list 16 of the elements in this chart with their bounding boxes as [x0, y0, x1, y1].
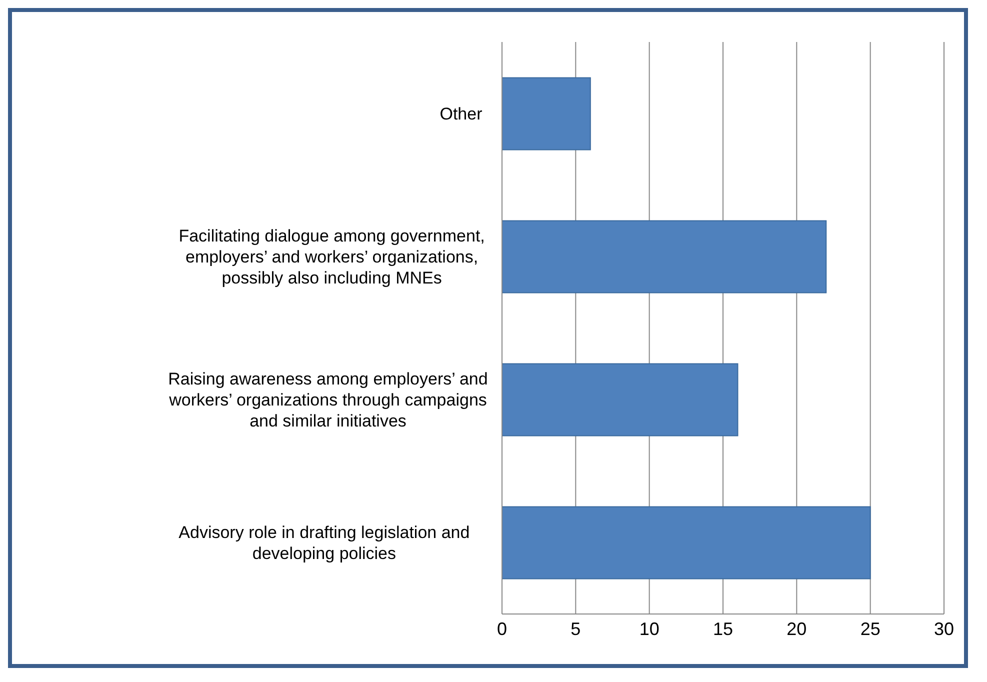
x-tick-label: 25 — [860, 618, 880, 639]
x-tick-label: 5 — [570, 618, 581, 639]
y-tick-label: Facilitating dialogue among government, employers’ and workers’ organizations, possibly also including MNEs — [178, 226, 485, 288]
bar — [502, 77, 591, 150]
y-tick-label: Raising awareness among employers’ and workers’ organizations through campaigns and similar initiatives — [168, 370, 488, 430]
bar — [502, 220, 827, 294]
x-tick-label: 15 — [712, 618, 734, 639]
frame: 0 5 10 15 20 25 30 Other Facilitating dialogue among government, employers’ and workers’ organizations, possibly also including MNEs Raising awareness among employers’ and workers’ organizations through campaigns and similar initiatives Advisory role in drafting legislation and developing policies — [8, 8, 968, 668]
y-tick-label: Other — [440, 104, 483, 124]
x-tick-label: 20 — [786, 618, 807, 639]
x-tick-label: 0 — [496, 618, 508, 639]
x-tick-label: 10 — [639, 618, 660, 639]
y-tick-label: Advisory role in drafting legislation and developing policies — [178, 523, 470, 563]
bar — [502, 506, 871, 580]
bar — [502, 363, 738, 436]
x-tick-label: 30 — [934, 618, 954, 639]
